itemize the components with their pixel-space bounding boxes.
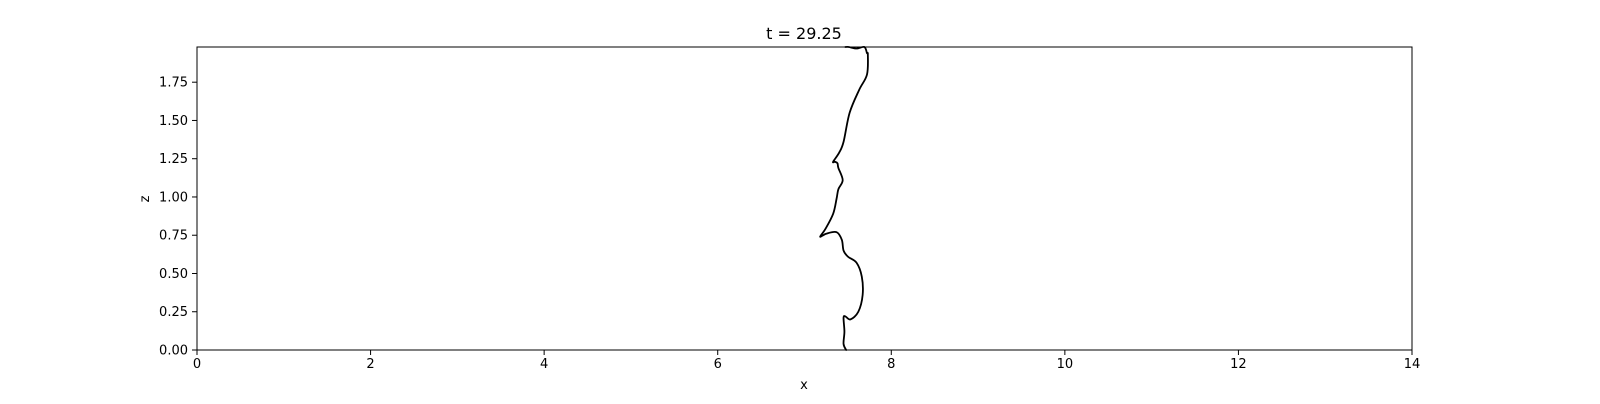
plot-area xyxy=(819,45,869,351)
x-axis: 0 2 4 6 8 10 12 14 xyxy=(193,350,1420,372)
y-axis-label: z xyxy=(138,195,153,202)
x-tick-label: 12 xyxy=(1230,357,1247,372)
x-tick-label: 0 xyxy=(193,357,201,372)
y-tick-label: 0.75 xyxy=(159,229,188,244)
x-tick-label: 10 xyxy=(1057,357,1074,372)
y-axis: 0.00 0.25 0.50 0.75 1.00 1.25 1.50 1.75 xyxy=(159,76,197,359)
x-tick-label: 8 xyxy=(887,357,895,372)
plot-frame xyxy=(196,46,1413,351)
chart-title: t = 29.25 xyxy=(766,24,842,43)
y-tick-label: 0.50 xyxy=(159,267,188,282)
x-axis-label: x xyxy=(800,378,808,393)
y-tick-label: 1.50 xyxy=(159,114,188,129)
interface-line xyxy=(819,45,869,351)
y-tick-label: 1.25 xyxy=(159,152,188,167)
x-tick-label: 6 xyxy=(714,357,722,372)
x-tick-label: 4 xyxy=(540,357,548,372)
y-tick-label: 0.00 xyxy=(159,344,188,359)
x-tick-label: 14 xyxy=(1404,357,1421,372)
y-tick-label: 0.25 xyxy=(159,305,188,320)
x-tick-label: 2 xyxy=(366,357,374,372)
y-tick-label: 1.75 xyxy=(159,76,188,91)
y-tick-label: 1.00 xyxy=(159,190,188,205)
